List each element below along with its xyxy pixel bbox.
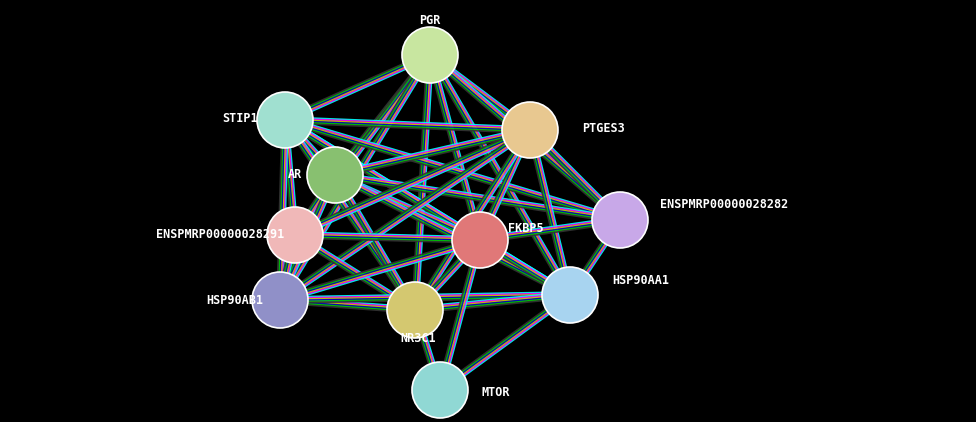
Text: HSP90AA1: HSP90AA1 [612,273,669,287]
Circle shape [307,147,363,203]
Text: STIP1: STIP1 [223,111,258,124]
Text: AR: AR [288,168,303,181]
Circle shape [412,362,468,418]
Text: FKBP5: FKBP5 [508,222,544,235]
Text: PGR: PGR [420,14,441,27]
Circle shape [387,282,443,338]
Circle shape [502,102,558,158]
Text: HSP90AB1: HSP90AB1 [207,293,264,306]
Text: PTGES3: PTGES3 [582,122,625,135]
Circle shape [452,212,508,268]
Circle shape [542,267,598,323]
Text: ENSPMRP00000028291: ENSPMRP00000028291 [156,228,284,241]
Circle shape [592,192,648,248]
Circle shape [267,207,323,263]
Circle shape [252,272,308,328]
Text: NR3C1: NR3C1 [400,332,436,344]
Text: ENSPMRP00000028282: ENSPMRP00000028282 [660,198,789,211]
Circle shape [257,92,313,148]
Text: MTOR: MTOR [482,386,510,398]
Circle shape [402,27,458,83]
